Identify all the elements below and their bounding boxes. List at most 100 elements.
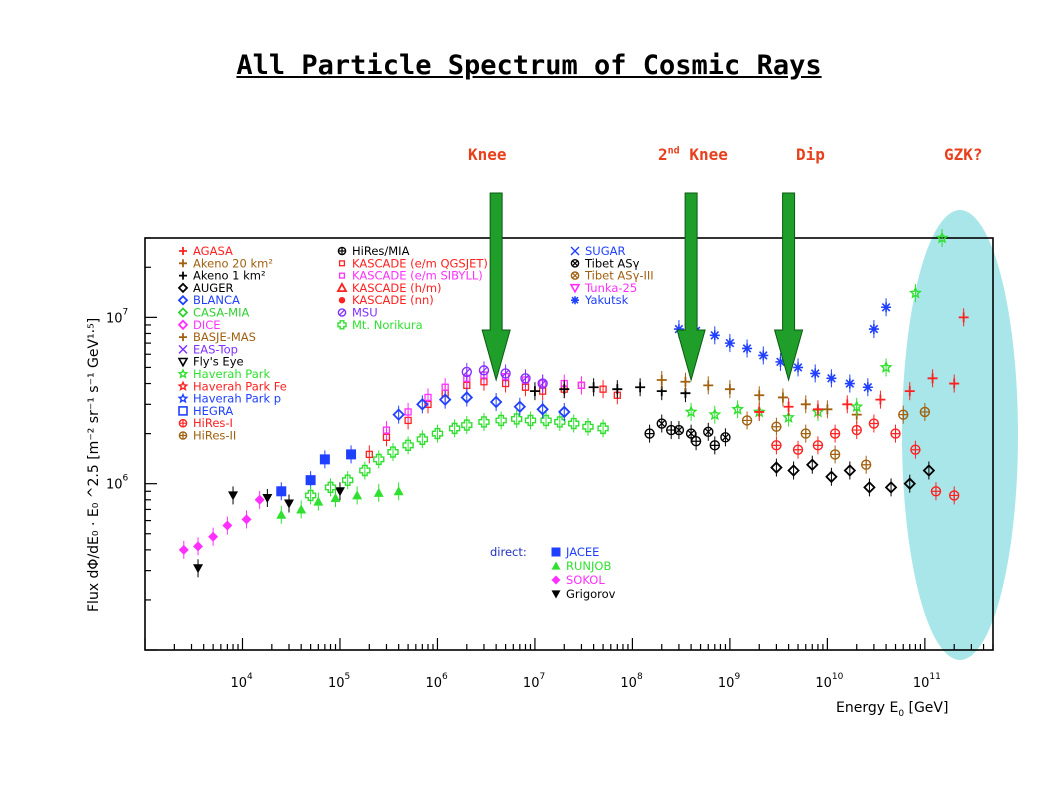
x-tick-label: 106 — [425, 672, 448, 691]
feature-arrows — [481, 192, 804, 382]
data-point — [758, 350, 769, 361]
legend-label: EAS-Top — [193, 342, 238, 356]
data-point — [241, 514, 252, 525]
data-point — [359, 464, 371, 477]
legend-label: Yakutsk — [584, 293, 629, 307]
data-point — [703, 380, 714, 391]
legend-label: HiRes/MIA — [352, 244, 410, 258]
series-blanca — [392, 388, 571, 424]
data-point — [558, 405, 571, 419]
legend-marker — [570, 258, 580, 268]
legend-marker — [551, 547, 561, 557]
data-point — [684, 405, 698, 418]
data-point — [851, 424, 862, 436]
data-point — [777, 392, 788, 403]
legend-label: Grigorov — [566, 587, 616, 601]
legend-marker — [337, 246, 347, 256]
data-point — [919, 406, 931, 418]
data-point — [387, 446, 399, 458]
x-tick-label: 109 — [718, 672, 741, 691]
direct-label: direct: — [490, 545, 527, 559]
legend-marker — [179, 333, 187, 342]
legend-marker — [177, 368, 189, 379]
data-point — [276, 486, 287, 497]
data-point — [862, 382, 873, 393]
legend-marker — [551, 590, 561, 599]
page-title: All Particle Spectrum of Cosmic Rays — [236, 50, 822, 81]
legend-label: Fly's Eye — [193, 355, 244, 369]
data-point — [850, 399, 864, 413]
legend-label: RUNJOB — [566, 559, 611, 573]
annotation-knee-label: Knee — [468, 145, 507, 164]
legend-label: MSU — [352, 306, 378, 320]
annotation-second-knee: 2nd Knee — [658, 145, 728, 164]
legend-marker — [179, 247, 187, 255]
legend-label: KASCADE (h/m) — [352, 281, 442, 295]
data-point — [860, 459, 872, 470]
data-point — [680, 376, 691, 387]
gzk-highlight — [902, 210, 1018, 660]
data-point — [540, 414, 552, 427]
data-point — [402, 439, 414, 452]
legend-item: HiRes-I — [178, 416, 233, 430]
data-point — [800, 399, 811, 410]
legend-marker — [551, 561, 561, 570]
legend-marker — [569, 283, 581, 294]
data-point — [438, 393, 452, 406]
data-point — [495, 414, 507, 427]
legend-label: SUGAR — [585, 244, 626, 258]
data-point — [373, 453, 385, 466]
data-point — [949, 490, 960, 501]
data-point — [708, 407, 722, 421]
data-point — [276, 509, 287, 519]
series-hires-mia — [644, 421, 720, 455]
y-axis: 106 107 — [106, 237, 157, 651]
arrow-0 — [481, 192, 511, 382]
data-point — [884, 481, 898, 494]
data-point — [262, 494, 273, 504]
legend-marker — [177, 380, 189, 391]
legend-item: Fly's Eye — [177, 355, 244, 369]
data-point — [404, 408, 412, 416]
annotation-knee: Knee — [468, 145, 507, 164]
legend-label: Haverah Park — [193, 367, 270, 381]
legend-item: HiRes-II — [178, 429, 236, 443]
data-point — [254, 494, 265, 505]
legend-label: BASJE-MAS — [193, 330, 256, 344]
x-axis: 104 105 106 107 108 109 1010 1011 — [144, 638, 994, 691]
data-point — [724, 338, 735, 349]
legend-label: HEGRA — [193, 404, 233, 418]
data-point — [787, 464, 800, 477]
legend-label: HiRes-I — [193, 416, 233, 430]
legend-label: AUGER — [193, 281, 233, 295]
legend-marker — [571, 296, 579, 305]
data-point — [489, 395, 503, 409]
series-sokol — [178, 490, 265, 559]
legend-label: Akeno 20 km² — [193, 256, 273, 270]
data-point — [782, 410, 796, 423]
data-point — [520, 373, 531, 384]
legend-item: Haverah Park Fe — [177, 379, 287, 393]
data-point — [313, 496, 324, 506]
data-point — [792, 444, 804, 455]
data-point — [193, 541, 204, 552]
legend-item: SUGAR — [570, 244, 626, 258]
legend-label: KASCADE (nn) — [352, 293, 434, 307]
legend-marker — [338, 272, 346, 279]
data-point — [305, 475, 316, 486]
data-point — [330, 493, 341, 503]
legend-label: DICE — [193, 318, 221, 332]
annotation-dip-label: Dip — [796, 145, 825, 164]
data-point — [635, 382, 646, 393]
legend-item: SOKOL — [551, 573, 605, 587]
data-point — [588, 382, 599, 393]
legend-label: Tibet ASγ — [584, 256, 640, 270]
series-hires-i — [771, 414, 960, 505]
data-points — [178, 229, 969, 578]
legend-marker — [177, 282, 189, 294]
data-point — [577, 381, 586, 390]
data-point — [875, 394, 886, 405]
data-point — [208, 531, 219, 542]
data-point — [524, 414, 537, 427]
